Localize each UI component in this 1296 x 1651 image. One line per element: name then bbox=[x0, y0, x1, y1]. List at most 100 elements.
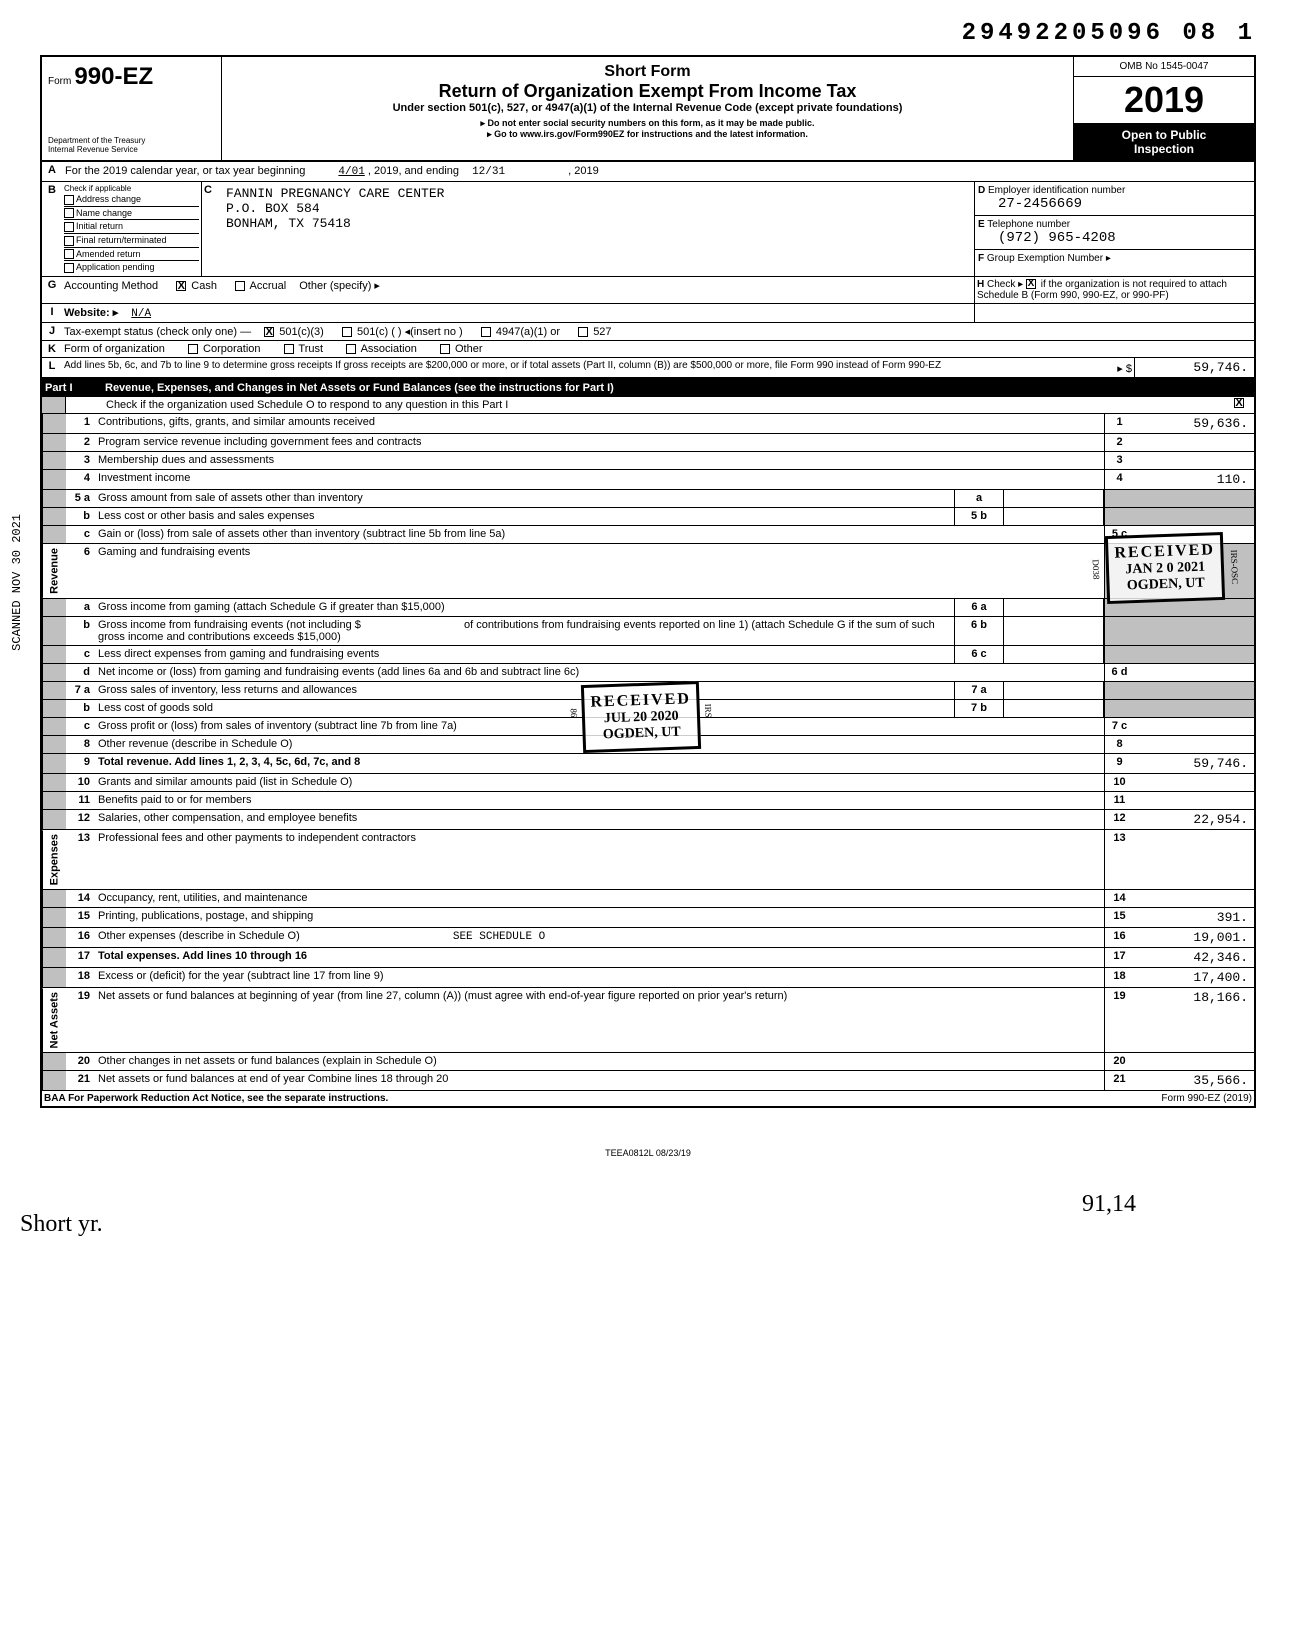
part-i-header: Part I Revenue, Expenses, and Changes in… bbox=[40, 379, 1256, 397]
part-i-title: Revenue, Expenses, and Changes in Net As… bbox=[105, 382, 1251, 394]
line-j-label: Tax-exempt status (check only one) — bbox=[64, 326, 251, 338]
opt-501c3: 501(c)(3) bbox=[279, 326, 324, 338]
l21-desc: Net assets or fund balances at end of ye… bbox=[96, 1071, 1104, 1090]
cb-accrual[interactable] bbox=[235, 281, 245, 291]
l9-box: 9 bbox=[1104, 754, 1134, 773]
l7b-desc: Less cost of goods sold bbox=[96, 700, 954, 717]
l11-desc: Benefits paid to or for members bbox=[96, 792, 1104, 809]
l7c-box: 7 c bbox=[1104, 718, 1134, 735]
dept-treasury: Department of the Treasury bbox=[48, 136, 215, 145]
l5b-num: b bbox=[66, 508, 96, 525]
cb-assoc[interactable] bbox=[346, 344, 356, 354]
website-value: N/A bbox=[131, 308, 151, 320]
cb-amended[interactable] bbox=[64, 249, 74, 259]
cb-final-return[interactable] bbox=[64, 236, 74, 246]
line-b-letter: B bbox=[42, 182, 62, 276]
line-d-label: Employer identification number bbox=[988, 185, 1125, 196]
org-addr2: BONHAM, TX 75418 bbox=[226, 216, 970, 231]
l20-desc: Other changes in net assets or fund bala… bbox=[96, 1053, 1104, 1070]
line-h-label: Check ▸ bbox=[987, 279, 1023, 290]
l3-val bbox=[1134, 452, 1254, 469]
cb-501c3[interactable] bbox=[264, 327, 274, 337]
cb-address-change-label: Address change bbox=[76, 194, 141, 204]
opt-527: 527 bbox=[593, 326, 611, 338]
line-l-text: Add lines 5b, 6c, and 7b to line 9 to de… bbox=[64, 360, 941, 371]
l5b-desc: Less cost or other basis and sales expen… bbox=[96, 508, 954, 525]
l20-val bbox=[1134, 1053, 1254, 1070]
line-c-letter: C bbox=[202, 182, 222, 276]
opt-corp: Corporation bbox=[203, 343, 260, 355]
stamp2-side2: 86 bbox=[569, 708, 579, 717]
l6b-desc: Gross income from fundraising events (no… bbox=[98, 619, 361, 631]
l8-box: 8 bbox=[1104, 736, 1134, 753]
part-i-label: Part I bbox=[45, 382, 105, 394]
l6b-num: b bbox=[66, 617, 96, 645]
expenses-label: Expenses bbox=[42, 830, 66, 889]
l20-box: 20 bbox=[1104, 1053, 1134, 1070]
accrual-label: Accrual bbox=[250, 280, 287, 292]
line-j-letter: J bbox=[42, 323, 62, 340]
note-ssn: ▸ Do not enter social security numbers o… bbox=[228, 118, 1067, 129]
opt-other-org: Other bbox=[455, 343, 483, 355]
l8-val bbox=[1134, 736, 1254, 753]
l6b-ibox: 6 b bbox=[954, 617, 1004, 645]
opt-4947: 4947(a)(1) or bbox=[496, 326, 560, 338]
other-specify-label: Other (specify) ▸ bbox=[299, 280, 380, 292]
l6-desc: Gaming and fundraising events bbox=[96, 544, 1104, 598]
revenue-side-label bbox=[42, 414, 66, 433]
cb-final-return-label: Final return/terminated bbox=[76, 235, 167, 245]
cb-527[interactable] bbox=[578, 327, 588, 337]
cb-cash[interactable] bbox=[176, 281, 186, 291]
cb-app-pending[interactable] bbox=[64, 263, 74, 273]
open-public-1: Open to Public bbox=[1078, 128, 1250, 142]
cb-schedule-b[interactable] bbox=[1026, 279, 1036, 289]
l17-desc: Total expenses. Add lines 10 through 16 bbox=[98, 950, 307, 962]
form-header: Form 990-EZ Department of the Treasury I… bbox=[40, 55, 1256, 162]
l7a-ibox: 7 a bbox=[954, 682, 1004, 699]
cb-501c[interactable] bbox=[342, 327, 352, 337]
l19-box: 19 bbox=[1104, 988, 1134, 1052]
l3-desc: Membership dues and assessments bbox=[96, 452, 1104, 469]
l5c-num: c bbox=[66, 526, 96, 543]
stamp1-side: IRS-OSC bbox=[1228, 549, 1239, 584]
cb-corp[interactable] bbox=[188, 344, 198, 354]
cb-name-change[interactable] bbox=[64, 208, 74, 218]
cb-4947[interactable] bbox=[481, 327, 491, 337]
line-g-letter: G bbox=[42, 277, 62, 303]
l16-extra: SEE SCHEDULE O bbox=[453, 931, 545, 943]
stamp2-side: IRS bbox=[703, 703, 713, 717]
l1-val: 59,636. bbox=[1134, 414, 1254, 433]
l14-val bbox=[1134, 890, 1254, 907]
cb-address-change[interactable] bbox=[64, 195, 74, 205]
cb-app-pending-label: Application pending bbox=[76, 262, 155, 272]
l1-desc: Contributions, gifts, grants, and simila… bbox=[96, 414, 1104, 433]
l17-box: 17 bbox=[1104, 948, 1134, 967]
line-a-mid: , 2019, and ending bbox=[368, 165, 459, 177]
line-k-label: Form of organization bbox=[64, 343, 165, 355]
subtitle: Under section 501(c), 527, or 4947(a)(1)… bbox=[228, 102, 1067, 114]
l12-val: 22,954. bbox=[1134, 810, 1254, 829]
form-number: 990-EZ bbox=[74, 63, 153, 90]
line-a-label: For the 2019 calendar year, or tax year … bbox=[65, 165, 305, 177]
line-l-value: 59,746. bbox=[1134, 358, 1254, 377]
net-assets-label: Net Assets bbox=[42, 988, 66, 1052]
cb-schedule-o-part-i[interactable] bbox=[1234, 398, 1244, 408]
l6d-num: d bbox=[66, 664, 96, 681]
cb-initial-return[interactable] bbox=[64, 222, 74, 232]
l15-box: 15 bbox=[1104, 908, 1134, 927]
l1-num: 1 bbox=[66, 414, 96, 433]
cb-trust[interactable] bbox=[284, 344, 294, 354]
stamp1-side2: D038 bbox=[1090, 559, 1101, 579]
l11-val bbox=[1134, 792, 1254, 809]
l13-box: 13 bbox=[1104, 830, 1134, 889]
l3-num: 3 bbox=[66, 452, 96, 469]
l6a-ibox: 6 a bbox=[954, 599, 1004, 616]
cb-other-org[interactable] bbox=[440, 344, 450, 354]
line-a-letter: A bbox=[42, 162, 62, 181]
org-name: FANNIN PREGNANCY CARE CENTER bbox=[226, 186, 970, 201]
l2-box: 2 bbox=[1104, 434, 1134, 451]
l12-num: 12 bbox=[66, 810, 96, 829]
l4-num: 4 bbox=[66, 470, 96, 489]
ein-value: 27-2456669 bbox=[978, 196, 1251, 212]
l5a-desc: Gross amount from sale of assets other t… bbox=[96, 490, 954, 507]
